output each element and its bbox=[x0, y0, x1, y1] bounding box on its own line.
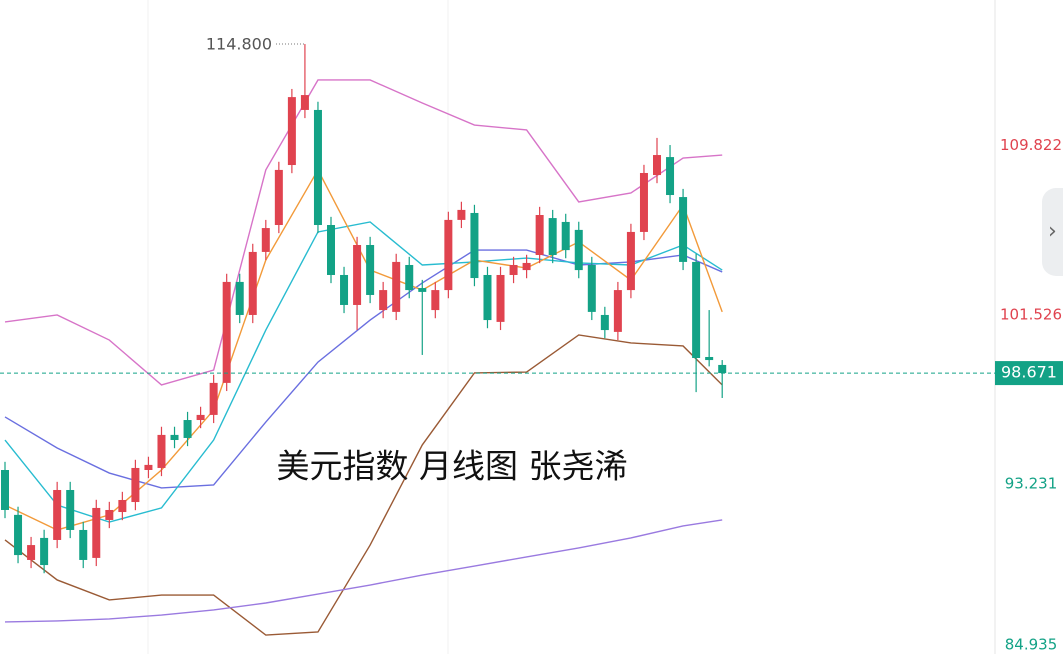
candle-body bbox=[92, 507, 101, 558]
candle-body bbox=[40, 537, 49, 566]
candle-body bbox=[639, 172, 648, 232]
candle-body bbox=[118, 499, 127, 513]
indicator-line bbox=[4, 79, 723, 386]
chart-title: 美元指数 月线图 张尧浠 bbox=[277, 447, 628, 486]
candle-body bbox=[457, 209, 466, 220]
candle-body bbox=[626, 231, 635, 291]
candle-body bbox=[131, 467, 140, 503]
candle-body bbox=[340, 274, 349, 305]
candle-body bbox=[379, 290, 388, 311]
candle-body bbox=[157, 434, 166, 468]
candle-body bbox=[574, 229, 583, 271]
candle-body bbox=[392, 261, 401, 312]
candle-body bbox=[561, 221, 570, 251]
candle-body bbox=[587, 264, 596, 312]
max-label: 114.800 bbox=[206, 35, 272, 54]
candle-body bbox=[509, 264, 518, 275]
y-tick-label: 109.822 bbox=[1000, 136, 1062, 154]
candle-body bbox=[666, 157, 675, 196]
candle-body bbox=[692, 261, 701, 359]
candle-body bbox=[366, 244, 375, 295]
candle-body bbox=[209, 382, 218, 415]
candle-body bbox=[170, 434, 179, 441]
candle-body bbox=[613, 290, 622, 332]
candle-body bbox=[183, 420, 192, 438]
candle-body bbox=[718, 364, 727, 374]
candle-body bbox=[27, 545, 36, 560]
candle-body bbox=[313, 109, 322, 226]
candle-body bbox=[222, 281, 231, 383]
candle-body bbox=[144, 464, 153, 470]
candle-body bbox=[327, 225, 335, 275]
candle-body bbox=[405, 264, 414, 291]
candle-body bbox=[261, 228, 270, 252]
candle-body bbox=[66, 489, 75, 530]
candle-body bbox=[287, 97, 296, 166]
candle-body bbox=[535, 215, 544, 255]
candle-body bbox=[496, 274, 505, 322]
candle-body bbox=[600, 314, 609, 331]
candle-body bbox=[522, 262, 531, 271]
candle-body bbox=[653, 155, 661, 176]
indicator-line bbox=[4, 334, 723, 636]
indicator-line bbox=[4, 221, 723, 523]
candle-body bbox=[679, 197, 688, 262]
candle-body bbox=[105, 509, 114, 520]
y-tick-label: 101.526 bbox=[1000, 305, 1062, 323]
candle-body bbox=[483, 274, 492, 321]
last-price-label: 98.671 bbox=[1001, 363, 1057, 382]
candle-body bbox=[470, 212, 479, 279]
indicator-line bbox=[4, 249, 723, 489]
candle-body bbox=[444, 219, 453, 291]
candle-body bbox=[705, 356, 714, 361]
y-tick-label: 93.231 bbox=[1005, 475, 1058, 493]
last-price-box bbox=[995, 361, 1063, 386]
candle-body bbox=[300, 95, 309, 110]
candle-body bbox=[274, 169, 283, 226]
indicator-line bbox=[4, 519, 723, 623]
candle-body bbox=[196, 414, 205, 421]
candle-body bbox=[235, 281, 244, 315]
candle-body bbox=[53, 489, 62, 540]
candle-body bbox=[353, 244, 362, 305]
candle-body bbox=[431, 290, 440, 311]
candle-body bbox=[248, 251, 257, 315]
candle-body bbox=[1, 469, 9, 510]
candle-body bbox=[418, 288, 427, 292]
candle-body bbox=[548, 218, 557, 255]
expand-button[interactable]: › bbox=[1042, 188, 1063, 276]
y-tick-label: 84.935 bbox=[1005, 636, 1058, 654]
candle-body bbox=[14, 514, 23, 556]
candle-body bbox=[79, 529, 88, 560]
